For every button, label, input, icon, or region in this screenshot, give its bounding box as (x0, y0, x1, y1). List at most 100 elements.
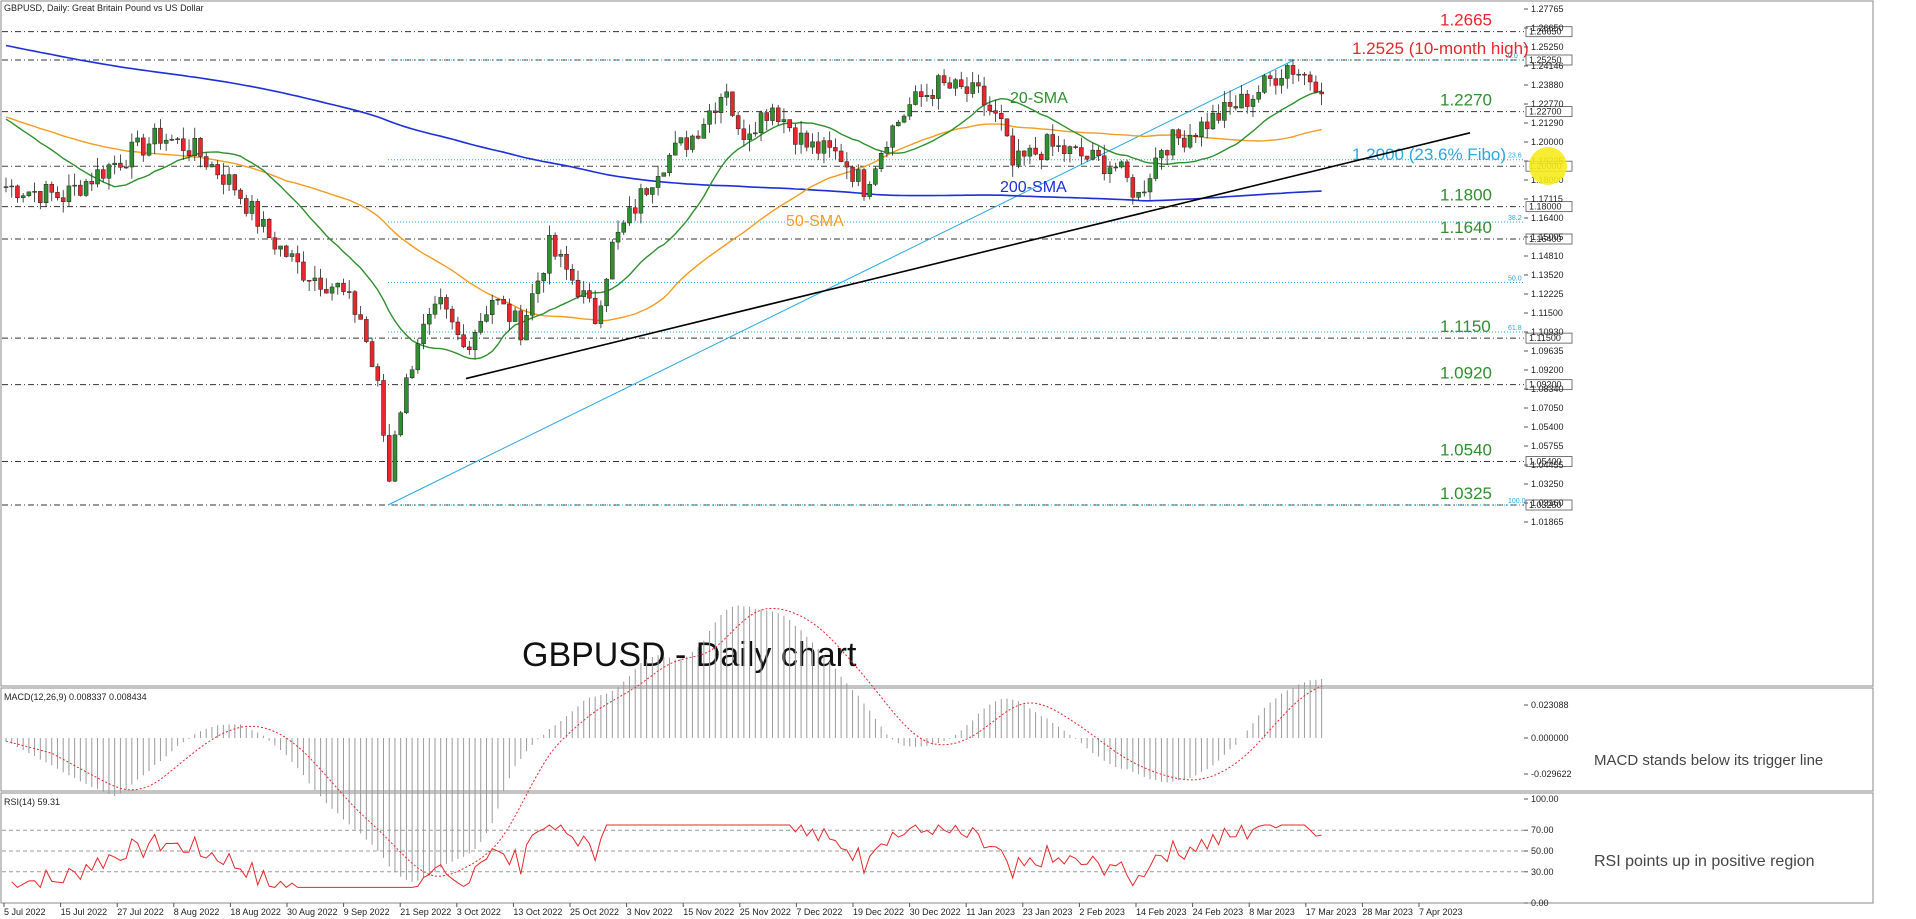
candle-body (1124, 161, 1130, 178)
candle-body (146, 143, 152, 156)
candle-body (181, 138, 186, 151)
candle-body (243, 198, 249, 214)
candle-body (346, 291, 352, 293)
time-tick-label: 3 Oct 2022 (457, 907, 501, 917)
candle-body (861, 169, 867, 197)
main-panel-frame (0, 0, 1874, 687)
fibo-level-label: 100.0 (1508, 498, 1526, 505)
candle-body (901, 115, 907, 123)
candle-body (32, 191, 37, 193)
level-box-text: 1.18000 (1529, 202, 1562, 212)
candle-body (1187, 134, 1193, 148)
candle-body (547, 234, 552, 274)
candle-body (49, 184, 55, 193)
candle-body (238, 189, 243, 199)
time-tick-label: 25 Nov 2022 (740, 907, 791, 917)
candle-body (1044, 134, 1050, 160)
candle-body (890, 125, 895, 148)
level-label: 1.2000 (23.6% Fibo) (1352, 145, 1506, 164)
level-lines: 1.2665 1.2525 (10-month high) 1.2270 1.2000… (2, 11, 1529, 506)
candle-body (467, 346, 472, 350)
candle-body (558, 253, 564, 257)
candle-body (570, 269, 575, 281)
candle-body (1279, 78, 1284, 86)
level-box-text: 1.05400 (1529, 457, 1562, 467)
macd-panel-frame (0, 687, 1874, 792)
candle-body (289, 253, 295, 257)
candle-body (867, 184, 872, 197)
candle-body (690, 135, 695, 150)
price-tick-label: 1.23880 (1531, 80, 1564, 90)
candle-body (221, 174, 226, 185)
candle-body (581, 290, 586, 297)
candle-body (1256, 92, 1261, 100)
candle-body (158, 127, 163, 144)
candle-body (312, 277, 318, 282)
rsi-note: RSI points up in positive region (1594, 853, 1815, 870)
candle-body (650, 187, 655, 195)
price-tick-label: 1.09635 (1531, 346, 1564, 356)
candle-body (627, 207, 632, 224)
candle-body (947, 82, 953, 89)
candle-body (186, 150, 192, 156)
candle-body (1113, 166, 1118, 169)
rsi-tick-label: 0.00 (1531, 898, 1549, 908)
candle-body (89, 181, 95, 185)
level-box-text: 1.16400 (1529, 234, 1562, 244)
sma-annotation: 50-SMA (786, 213, 844, 230)
candle-body (1084, 155, 1090, 160)
candle-body (261, 218, 266, 227)
candle-body (409, 369, 415, 378)
candle-body (1307, 74, 1313, 83)
candle-body (564, 253, 569, 270)
candle-body (1250, 98, 1256, 107)
candle-body (993, 110, 998, 114)
level-box (1525, 26, 1573, 38)
candle-body (833, 147, 838, 152)
candle-body (301, 261, 306, 281)
candle-body (169, 139, 175, 141)
level-box (1525, 499, 1573, 511)
candle-body (1199, 121, 1204, 138)
macd-signal-line (5, 607, 1322, 877)
price-tick-label: 1.14810 (1531, 251, 1564, 261)
candle-body (472, 332, 478, 350)
candle-body (341, 282, 346, 292)
price-tick-label: 1.10930 (1531, 327, 1564, 337)
fibo-level-label: 38.2 (1508, 215, 1522, 222)
candle-body (438, 297, 443, 305)
candle-body (1056, 145, 1061, 147)
candle-body (718, 96, 724, 113)
candle-body (798, 132, 804, 145)
rsi-tick-label: 100.00 (1531, 794, 1559, 804)
time-tick-label: 3 Nov 2022 (627, 907, 673, 917)
time-tick-label: 7 Apr 2023 (1419, 907, 1463, 917)
candle-body (1153, 157, 1158, 179)
candle-body (1021, 150, 1027, 157)
time-tick-label: 21 Sep 2022 (400, 907, 451, 917)
level-box (1525, 233, 1573, 245)
candle-body (1061, 145, 1067, 154)
candle-body (1159, 150, 1164, 159)
sma20-line (5, 90, 1322, 360)
candle-body (730, 91, 735, 116)
candle-body (335, 282, 341, 288)
candle-body (1004, 118, 1010, 137)
candle-body (255, 201, 260, 227)
candle-body (1210, 112, 1216, 130)
candle-body (661, 172, 667, 177)
candle-body (758, 112, 764, 134)
price-tick-label: 1.05400 (1531, 422, 1564, 432)
candle-body (1119, 161, 1124, 168)
candle-body (78, 184, 83, 196)
candle-body (3, 186, 9, 188)
candle-body (529, 293, 535, 316)
macd-tick-label: -0.029622 (1531, 769, 1572, 779)
candle-body (1130, 177, 1136, 198)
price-tick-label: 1.12225 (1531, 289, 1564, 299)
candle-body (610, 241, 615, 280)
candle-body (524, 314, 529, 341)
level-box (1525, 379, 1573, 391)
candle-body (449, 308, 455, 323)
